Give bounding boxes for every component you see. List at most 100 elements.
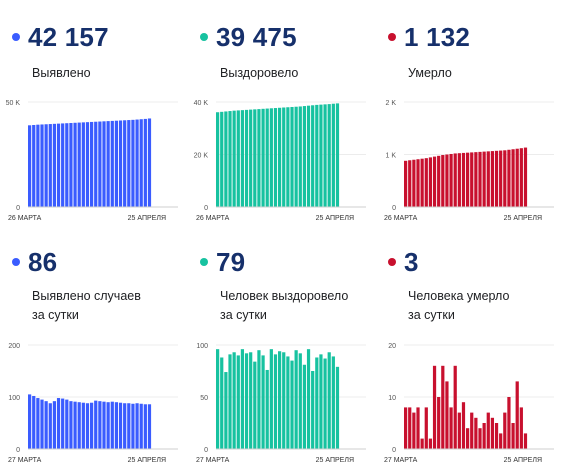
bar <box>127 120 131 207</box>
y-tick-label: 50 K <box>6 100 21 107</box>
stat-row: 42 157 <box>0 20 109 54</box>
bar <box>240 349 245 449</box>
bar <box>294 350 298 449</box>
bar <box>228 354 232 449</box>
bar <box>515 148 519 207</box>
y-tick-label: 0 <box>16 205 20 212</box>
bar <box>486 412 490 449</box>
x-tick-label-end: 25 АПРЕЛЯ <box>504 215 542 222</box>
bar <box>408 407 412 449</box>
bar <box>114 402 119 449</box>
bar <box>147 118 152 207</box>
bar <box>449 153 453 207</box>
bar <box>331 103 335 207</box>
bar <box>507 149 511 207</box>
bar <box>482 423 486 449</box>
stat-label-line: за сутки <box>32 308 79 322</box>
bar <box>432 156 437 207</box>
bar <box>404 407 408 449</box>
bar <box>236 110 240 207</box>
bar <box>457 153 461 207</box>
bar <box>228 111 232 207</box>
card-deaths-daily: 3 Человека умерло за сутки 20 10 0 27 МАРТА… <box>376 245 556 470</box>
bar <box>32 124 36 207</box>
bar <box>110 120 114 207</box>
bar <box>420 158 424 207</box>
bar <box>432 365 437 449</box>
bar <box>306 349 311 449</box>
y-tick-label: 50 <box>200 395 208 402</box>
bar <box>478 428 482 449</box>
card-detected-total: 42 157 Выявлено 50 K 0 26 МАРТА 25 АПРЕЛЯ <box>0 20 180 245</box>
bar <box>110 401 114 449</box>
bar <box>61 398 65 449</box>
series-dot <box>388 258 396 266</box>
bar <box>416 159 420 207</box>
bar <box>224 111 228 207</box>
bar-chart: 50 K 0 26 МАРТА 25 АПРЕЛЯ <box>6 100 178 222</box>
bar <box>511 423 515 449</box>
bar <box>335 103 340 207</box>
bar <box>77 122 81 207</box>
bar <box>503 412 507 449</box>
bar <box>470 412 474 449</box>
bar <box>335 366 340 449</box>
bar <box>327 104 331 207</box>
bar <box>44 124 48 207</box>
x-tick-label-end: 25 АПРЕЛЯ <box>128 457 166 464</box>
bar <box>269 108 273 207</box>
bar <box>106 402 110 449</box>
bar <box>265 108 269 207</box>
bar <box>490 417 495 449</box>
bar <box>143 118 147 207</box>
bar <box>220 111 224 207</box>
bar <box>424 158 428 207</box>
y-tick-label: 0 <box>392 205 396 212</box>
y-tick-label: 0 <box>16 447 20 454</box>
stat-label-line: Человека умерло <box>408 289 510 303</box>
bar <box>412 159 416 207</box>
bar <box>224 372 228 449</box>
bar <box>216 349 220 449</box>
card-recovered-total: 39 475 Выздоровело 40 K 20 K 0 26 МАРТА 25 А… <box>188 20 368 245</box>
bar <box>139 119 143 207</box>
stat-value: 1 132 <box>404 21 471 52</box>
bar <box>499 433 503 449</box>
bar <box>44 401 48 449</box>
bar <box>48 124 52 207</box>
y-tick-label: 200 <box>8 343 20 350</box>
stat-label-line: Выявлено <box>32 66 91 80</box>
bar <box>445 381 449 449</box>
bar <box>69 401 73 449</box>
bar <box>85 122 90 207</box>
bar <box>302 106 307 207</box>
bar <box>461 402 466 449</box>
bar <box>40 399 44 449</box>
bar <box>48 403 52 449</box>
bar <box>290 360 294 449</box>
bar <box>466 428 470 449</box>
bar <box>490 151 495 207</box>
bar-chart: 40 K 20 K 0 26 МАРТА 25 АПРЕЛЯ <box>194 100 366 222</box>
bar <box>523 147 528 207</box>
series-dot <box>12 258 20 266</box>
stat-label: Человек выздоровело за сутки <box>220 287 348 325</box>
bar <box>286 356 290 449</box>
bar <box>298 106 302 207</box>
stat-row: 1 132 <box>376 20 470 54</box>
bar <box>52 401 57 449</box>
series-dot <box>200 258 208 266</box>
bar <box>278 351 282 449</box>
bar <box>236 355 240 449</box>
bar <box>135 119 139 207</box>
bar <box>261 355 265 449</box>
bar <box>290 106 294 207</box>
stat-label-line: Выздоровело <box>220 66 299 80</box>
bar <box>106 121 110 207</box>
bar <box>36 124 40 207</box>
bar <box>511 149 515 207</box>
bar <box>85 403 90 449</box>
series-dot <box>388 33 396 41</box>
bar <box>81 122 85 207</box>
bar <box>428 157 433 207</box>
